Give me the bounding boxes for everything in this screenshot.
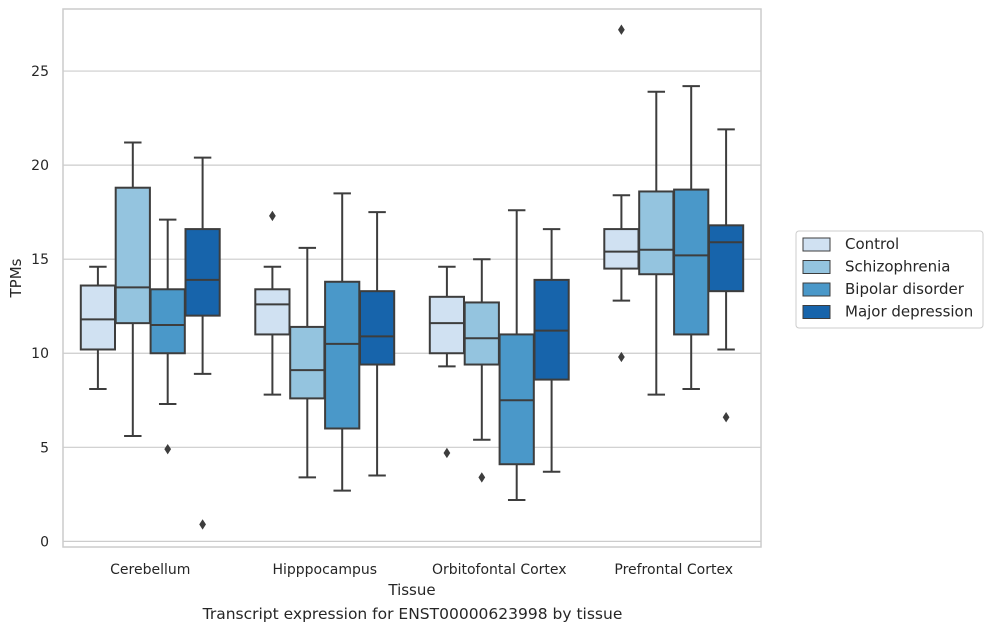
outlier-marker bbox=[269, 210, 276, 222]
y-tick-label: 15 bbox=[31, 252, 49, 268]
box-major-depression bbox=[707, 224, 745, 293]
outlier-marker bbox=[618, 351, 625, 363]
y-tick-label: 25 bbox=[31, 64, 49, 80]
box-schizophrenia bbox=[638, 190, 675, 276]
box-schizophrenia bbox=[114, 186, 151, 325]
box-control bbox=[603, 228, 640, 270]
x-tick-label: Prefrontal Cortex bbox=[614, 562, 733, 578]
figure-caption: Transcript expression for ENST0000062399… bbox=[202, 605, 623, 623]
legend-label: Major depression bbox=[845, 303, 973, 321]
box-schizophrenia bbox=[289, 325, 326, 400]
y-tick-label: 0 bbox=[40, 534, 49, 550]
outlier-marker bbox=[478, 472, 486, 483]
legend-swatch bbox=[802, 305, 831, 319]
y-tick-label: 5 bbox=[40, 440, 49, 456]
box-bipolar-disorder bbox=[673, 188, 710, 336]
x-tick-label: Orbitofontal Cortex bbox=[432, 562, 567, 578]
legend-swatch bbox=[802, 260, 831, 274]
x-tick-label: Cerebellum bbox=[110, 562, 190, 578]
legend-label: Control bbox=[845, 235, 899, 253]
y-tick-label: 20 bbox=[31, 158, 49, 174]
plot-frame bbox=[62, 8, 762, 548]
outlier-marker bbox=[443, 447, 451, 459]
x-tick-label: Hipppocampus bbox=[272, 562, 377, 578]
box-control bbox=[254, 288, 291, 336]
box-major-depression bbox=[358, 290, 396, 366]
box-control bbox=[428, 295, 466, 355]
outlier-marker bbox=[164, 444, 172, 455]
legend-swatch bbox=[802, 282, 831, 297]
legend-box bbox=[795, 230, 984, 329]
legend-swatch bbox=[802, 237, 831, 252]
box-bipolar-disorder bbox=[149, 288, 186, 355]
y-tick-label: 10 bbox=[31, 346, 49, 362]
x-axis-label: Tissue bbox=[387, 581, 435, 599]
outlier-marker bbox=[722, 412, 730, 423]
box-schizophrenia bbox=[463, 301, 500, 366]
outlier-marker bbox=[618, 24, 625, 35]
box-bipolar-disorder bbox=[324, 280, 361, 430]
box-major-depression bbox=[184, 228, 221, 317]
plot-area bbox=[63, 9, 761, 547]
outlier-marker bbox=[199, 519, 206, 530]
y-axis-label: TPMs bbox=[7, 258, 25, 298]
legend-label: Schizophrenia bbox=[845, 258, 950, 276]
box-control bbox=[79, 284, 117, 351]
legend-label: Bipolar disorder bbox=[845, 280, 965, 298]
